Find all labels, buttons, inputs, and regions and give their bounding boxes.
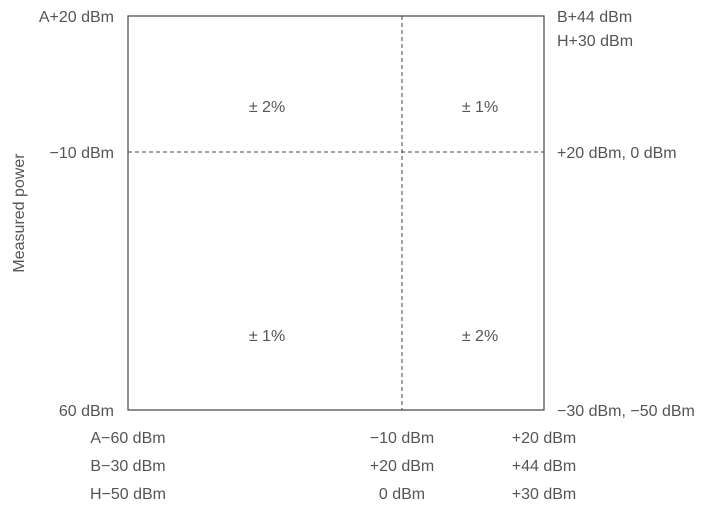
- bottom-row-1-middle: −10 dBm: [370, 430, 434, 447]
- quadrant-bottom-right: ± 2%: [462, 328, 498, 345]
- left-label-middle: −10 dBm: [50, 145, 114, 162]
- right-label-middle: +20 dBm, 0 dBm: [557, 145, 677, 162]
- left-label-bottom: 60 dBm: [59, 403, 114, 420]
- bottom-row-3-right: +30 dBm: [512, 486, 576, 503]
- bottom-row-1-left: A−60 dBm: [90, 430, 165, 447]
- right-label-bottom: −30 dBm, −50 dBm: [557, 403, 695, 420]
- bottom-row-3-middle: 0 dBm: [379, 486, 425, 503]
- quadrant-top-left: ± 2%: [249, 99, 285, 116]
- right-label-top-2: H+30 dBm: [557, 33, 633, 50]
- bottom-row-1-right: +20 dBm: [512, 430, 576, 447]
- diagram-frame: [127, 15, 545, 411]
- y-axis-title: Measured power: [11, 153, 28, 273]
- bottom-row-2-left: B−30 dBm: [90, 458, 165, 475]
- left-label-top: A+20 dBm: [39, 9, 114, 26]
- bottom-row-3-left: H−50 dBm: [90, 486, 166, 503]
- quadrant-bottom-left: ± 1%: [249, 328, 285, 345]
- bottom-row-2-right: +44 dBm: [512, 458, 576, 475]
- bottom-row-2-middle: +20 dBm: [370, 458, 434, 475]
- right-label-top-1: B+44 dBm: [557, 9, 632, 26]
- quadrant-top-right: ± 1%: [462, 99, 498, 116]
